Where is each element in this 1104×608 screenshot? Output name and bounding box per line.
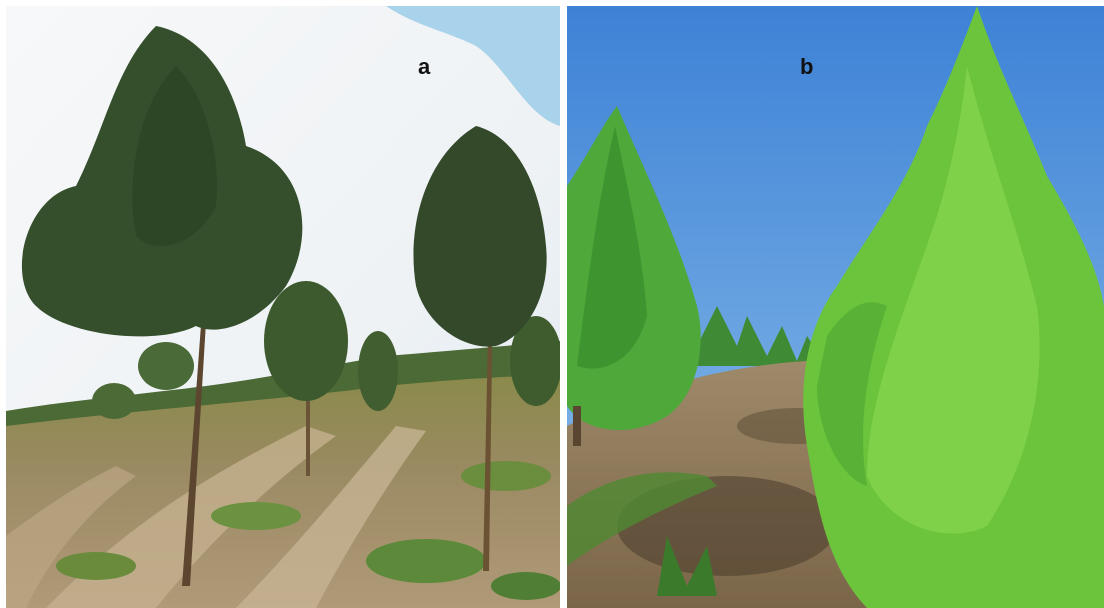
panel-a-eucalyptus-photo: a <box>6 6 560 608</box>
panel-b-pine-photo: b <box>567 6 1104 608</box>
panel-label-b: b <box>800 54 814 79</box>
panel-label-a: a <box>418 54 431 79</box>
pine-plantation-image <box>567 6 1104 608</box>
eucalyptus-plantation-image <box>6 6 560 608</box>
